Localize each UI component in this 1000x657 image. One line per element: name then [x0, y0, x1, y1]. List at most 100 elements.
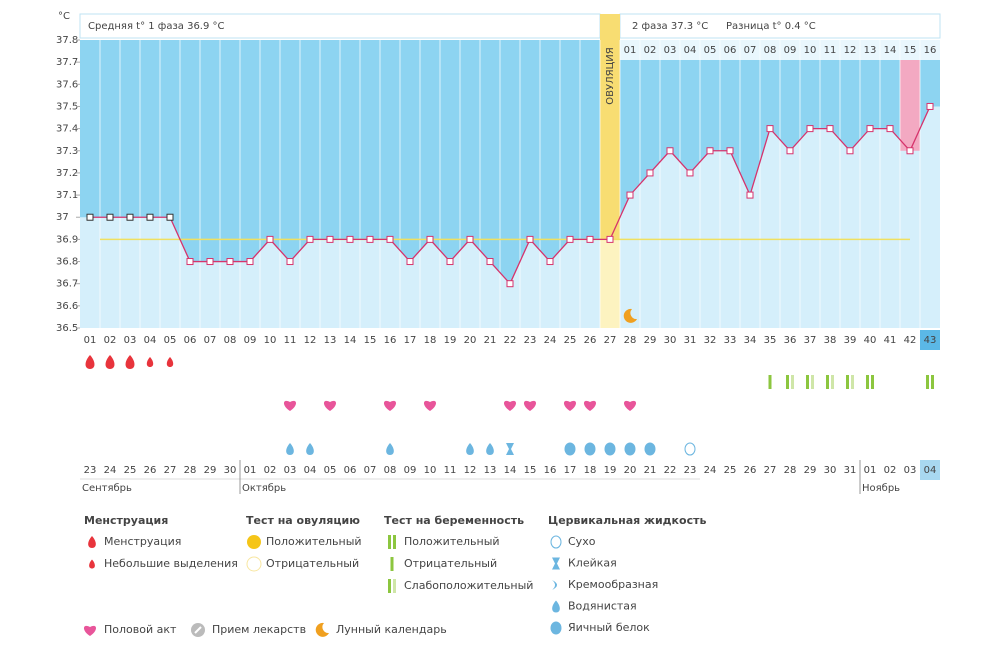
- drop: [105, 355, 115, 369]
- temperature-point: [846, 147, 854, 155]
- fluid-eggwhite: [584, 442, 596, 456]
- cycle-day-label: 27: [604, 335, 617, 346]
- y-tick-label: 37.2: [56, 168, 78, 179]
- heart: [323, 400, 337, 411]
- date-label: 29: [804, 465, 817, 476]
- legend-item: Половой акт: [104, 623, 177, 636]
- cervical-fluid-mark: [684, 442, 696, 456]
- phase2-day-label: 02: [644, 45, 657, 56]
- test-bar: [786, 375, 789, 389]
- moon: [315, 622, 329, 637]
- temperature-point: [306, 235, 314, 243]
- cycle-day-label: 01: [84, 335, 97, 346]
- test-bar: [393, 579, 396, 593]
- cycle-day-label: 35: [764, 335, 777, 346]
- legend-item: Положительный: [404, 535, 500, 548]
- moon: [623, 308, 637, 323]
- intercourse-mark: [383, 400, 397, 411]
- legend-item: Отрицательный: [404, 557, 497, 570]
- cycle-day-label: 33: [724, 335, 737, 346]
- test-bar: [826, 375, 829, 389]
- cycle-day-label: 07: [204, 335, 217, 346]
- temperature-point: [806, 125, 814, 133]
- cycle-day-label: 36: [784, 335, 797, 346]
- temperature-point: [586, 235, 594, 243]
- intercourse-mark: [563, 400, 577, 411]
- cycle-day-label: 38: [824, 335, 837, 346]
- heart: [383, 400, 397, 411]
- drop: [89, 559, 95, 569]
- pregnancy-test-mark: [926, 375, 934, 389]
- temperature-point: [166, 213, 174, 221]
- cycle-day-label: 41: [884, 335, 897, 346]
- heart: [623, 400, 637, 411]
- temperature-point: [566, 235, 574, 243]
- cycle-day-label: 09: [244, 335, 257, 346]
- temperature-point: [286, 258, 294, 266]
- temperature-point: [346, 235, 354, 243]
- y-tick-label: 36.6: [56, 301, 78, 312]
- phase2-day-label: 06: [724, 45, 737, 56]
- date-label: 13: [484, 465, 497, 476]
- cycle-day-label: 13: [324, 335, 337, 346]
- test-bar: [871, 375, 874, 389]
- legend-item: Прием лекарств: [212, 623, 306, 636]
- date-label: 03: [904, 465, 917, 476]
- date-label: 11: [444, 465, 457, 476]
- fluid-eggwhite: [644, 442, 656, 456]
- test-bar: [831, 375, 834, 389]
- temperature-point: [526, 235, 534, 243]
- cycle-day-label: 21: [484, 335, 497, 346]
- temperature-point: [106, 213, 114, 221]
- test-bar: [846, 375, 849, 389]
- date-label: 31: [844, 465, 857, 476]
- icon: [246, 556, 262, 572]
- temperature-point: [746, 191, 754, 199]
- temperature-point: [226, 258, 234, 266]
- temperature-point: [446, 258, 454, 266]
- today-box: [920, 330, 940, 350]
- date-label: 05: [324, 465, 337, 476]
- y-tick-label: 37.1: [56, 190, 78, 201]
- date-label: 04: [924, 465, 937, 476]
- date-label: 24: [704, 465, 717, 476]
- date-label: 20: [624, 465, 637, 476]
- cycle-day-label: 40: [864, 335, 877, 346]
- cervical-fluid-mark: [564, 442, 576, 456]
- date-label: 02: [884, 465, 897, 476]
- cycle-day-label: 28: [624, 335, 637, 346]
- date-label: 16: [544, 465, 557, 476]
- cycle-day-label: 08: [224, 335, 237, 346]
- date-label: 18: [584, 465, 597, 476]
- date-label: 29: [204, 465, 217, 476]
- temperature-point: [666, 147, 674, 155]
- temperature-point: [926, 102, 934, 110]
- phase2-day-label: 01: [624, 45, 637, 56]
- date-label: 25: [724, 465, 737, 476]
- cycle-day-label: 02: [104, 335, 117, 346]
- month-label: Ноябрь: [862, 483, 900, 494]
- ovulation-label: ОВУЛЯЦИЯ: [605, 47, 616, 105]
- temperature-point: [686, 169, 694, 177]
- temperature-point: [866, 125, 874, 133]
- fluid-eggwhite: [550, 621, 562, 635]
- date-label: 02: [264, 465, 277, 476]
- date-label: 28: [784, 465, 797, 476]
- ovulation-column-lower: [600, 239, 620, 328]
- cervical-fluid-mark: [506, 443, 514, 455]
- test-bar: [393, 535, 396, 549]
- menstruation-mark: [105, 355, 115, 369]
- temperature-point: [486, 258, 494, 266]
- menstruation-mark: [125, 355, 135, 369]
- test-bar: [388, 535, 391, 549]
- test-bar: [811, 375, 814, 389]
- cycle-day-label: 26: [584, 335, 597, 346]
- date-label: 12: [464, 465, 477, 476]
- phase2-day-label: 13: [864, 45, 877, 56]
- intercourse-mark: [583, 400, 597, 411]
- cycle-day-label: 20: [464, 335, 477, 346]
- fluid-eggwhite: [624, 442, 636, 456]
- cycle-day-label: 23: [524, 335, 537, 346]
- legend-item: Менструация: [104, 535, 181, 548]
- temperature-point: [466, 235, 474, 243]
